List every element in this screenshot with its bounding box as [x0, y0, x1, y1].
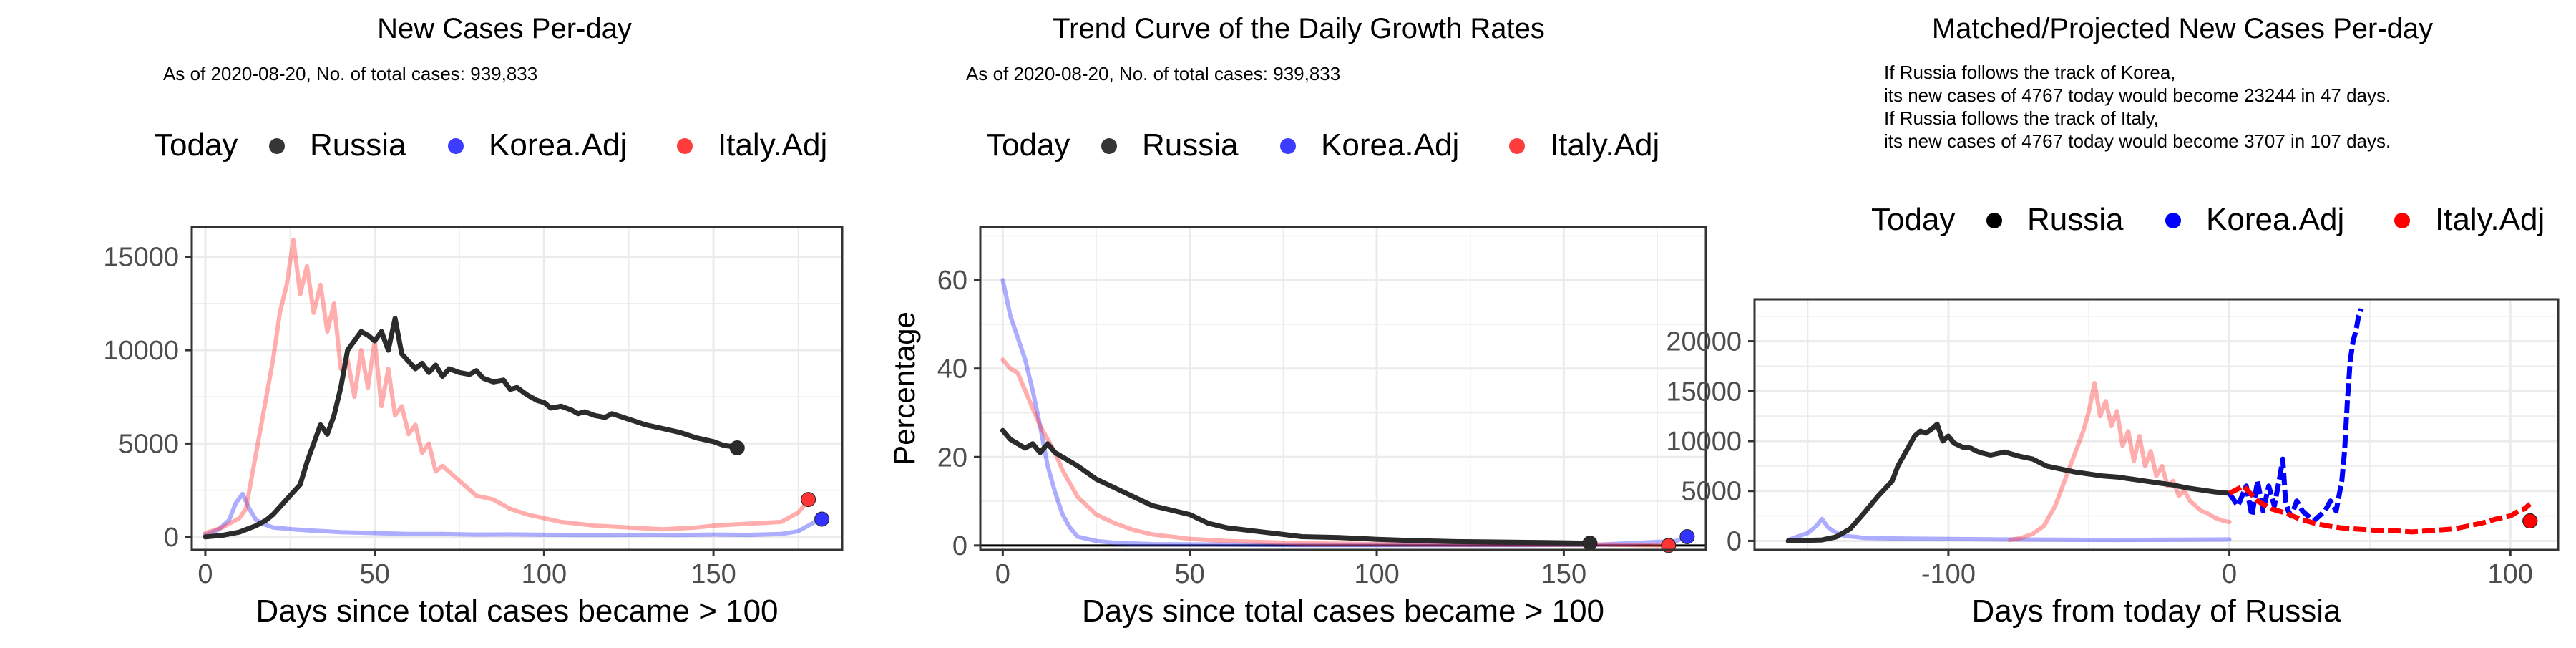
plot-border — [190, 226, 844, 551]
legend-label: Korea.Adj — [489, 127, 627, 163]
chart-note: its new cases of 4767 today would become… — [1884, 84, 2391, 106]
legend-key-italy-adj — [677, 138, 693, 154]
x-axis-label: Days from today of Russia — [1972, 594, 2341, 629]
chart-subtitle: As of 2020-08-20, No. of total cases: 93… — [966, 63, 1340, 84]
legend-label: Korea.Adj — [2206, 202, 2344, 237]
axes: 0 50 100 150 0 5000 10000 15000 Days since total… — [103, 243, 778, 629]
today-point-korea-adj — [1679, 528, 1695, 544]
chart-legend: Today Russia Korea.Adj Italy.Adj — [986, 127, 1659, 163]
y-tick-label: 0 — [164, 523, 179, 553]
legend-key-korea-adj — [448, 138, 464, 154]
today-point-italy-adj — [2522, 513, 2538, 529]
chart-panel-3: Matched/Projected New Cases Per-day If Ru… — [1666, 13, 2560, 629]
legend-key-korea-adj — [1280, 138, 1296, 154]
legend-label: Russia — [1142, 127, 1239, 163]
legend-label: Italy.Adj — [718, 127, 827, 163]
legend-label: Italy.Adj — [2435, 202, 2545, 237]
legend-label: Russia — [2027, 202, 2124, 237]
plot-background — [1755, 299, 2558, 550]
series-line-russia — [1000, 427, 1593, 546]
legend-key-russia — [1986, 213, 2002, 228]
series-line-russia — [203, 316, 740, 540]
series-line-korea-adj — [1786, 516, 2232, 543]
chart-note: If Russia follows the track of Italy, — [1884, 107, 2159, 129]
y-tick-label: 20000 — [1666, 327, 1742, 357]
x-tick-label: 0 — [2222, 559, 2237, 589]
legend-key-italy-adj — [2394, 213, 2410, 228]
plot-border — [1753, 298, 2560, 551]
plot-area — [1755, 299, 2558, 550]
chart-panel-2: Trend Curve of the Daily Growth Rates As … — [887, 13, 1707, 629]
plot-border — [979, 226, 1707, 551]
x-tick-label: 0 — [995, 559, 1010, 589]
plot-area — [980, 227, 1706, 550]
x-tick-label: 50 — [1175, 559, 1205, 589]
legend-label: Italy.Adj — [1550, 127, 1659, 163]
axes: -100 0 100 0 5000 10000 15000 20000 Days from to… — [1666, 327, 2533, 629]
legend-key-italy-adj — [1509, 138, 1525, 154]
y-tick-label: 5000 — [118, 429, 179, 459]
legend-key-korea-adj — [2165, 213, 2181, 228]
y-tick-label: 20 — [937, 443, 967, 473]
series-line-italy-adj — [1000, 357, 1671, 548]
y-tick-label: 5000 — [1681, 477, 1742, 507]
series-line-russia — [1785, 421, 2233, 543]
chart-note: its new cases of 4767 today would become… — [1884, 130, 2391, 152]
y-tick-label: 0 — [1727, 526, 1742, 556]
series-group — [203, 238, 830, 540]
chart-legend: Today Russia Korea.Adj Italy.Adj — [154, 127, 827, 163]
today-point-italy-adj — [801, 492, 816, 508]
chart-panel-1: New Cases Per-day As of 2020-08-20, No. o… — [103, 13, 844, 629]
x-tick-label: 100 — [2488, 559, 2533, 589]
y-tick-label: 10000 — [103, 336, 179, 366]
chart-note: If Russia follows the track of Korea, — [1884, 62, 2176, 83]
series-line-italy-adj — [2008, 381, 2232, 543]
today-point-russia — [1582, 536, 1598, 551]
x-tick-label: 150 — [691, 559, 736, 589]
legend-title: Today — [986, 127, 1070, 163]
y-tick-label: 40 — [937, 354, 967, 385]
series-line-korea-adj — [203, 491, 824, 538]
x-axis-label: Days since total cases became > 100 — [1082, 594, 1604, 629]
legend-label: Russia — [310, 127, 406, 163]
series-line-korea-adj — [1000, 278, 1689, 548]
today-point-russia — [729, 440, 745, 455]
chart-title: Matched/Projected New Cases Per-day — [1932, 13, 2433, 44]
y-tick-label: 60 — [937, 266, 967, 296]
chart-title: Trend Curve of the Daily Growth Rates — [1053, 13, 1545, 44]
series-group — [1785, 308, 2538, 543]
legend-title: Today — [154, 127, 238, 163]
chart-subtitle: As of 2020-08-20, No. of total cases: 93… — [163, 63, 537, 84]
x-axis-label: Days since total cases became > 100 — [255, 594, 778, 629]
legend-label: Korea.Adj — [1321, 127, 1459, 163]
series-group — [1000, 278, 1695, 553]
x-tick-label: 0 — [197, 559, 213, 589]
x-tick-label: 100 — [1354, 559, 1399, 589]
axes: 0 50 100 150 0 20 40 60 Days since total cases b… — [887, 266, 1604, 629]
series-line-italy-adj — [203, 238, 811, 536]
y-axis-label: Percentage — [887, 311, 921, 465]
y-tick-label: 0 — [952, 531, 967, 561]
x-tick-label: 150 — [1541, 559, 1586, 589]
plot-area — [192, 227, 842, 550]
chart-title: New Cases Per-day — [377, 13, 632, 44]
x-tick-label: -100 — [1921, 559, 1976, 589]
today-point-korea-adj — [814, 511, 830, 527]
x-tick-label: 100 — [522, 559, 567, 589]
legend-key-russia — [269, 138, 285, 154]
y-tick-label: 15000 — [1666, 377, 1742, 407]
y-tick-label: 10000 — [1666, 427, 1742, 457]
legend-key-russia — [1101, 138, 1117, 154]
legend-title: Today — [1871, 202, 1955, 237]
y-tick-label: 15000 — [103, 243, 179, 273]
projection-line-italy-adj — [2228, 483, 2532, 535]
chart-legend: Today Russia Korea.Adj Italy.Adj — [1871, 202, 2545, 237]
x-tick-label: 50 — [360, 559, 390, 589]
